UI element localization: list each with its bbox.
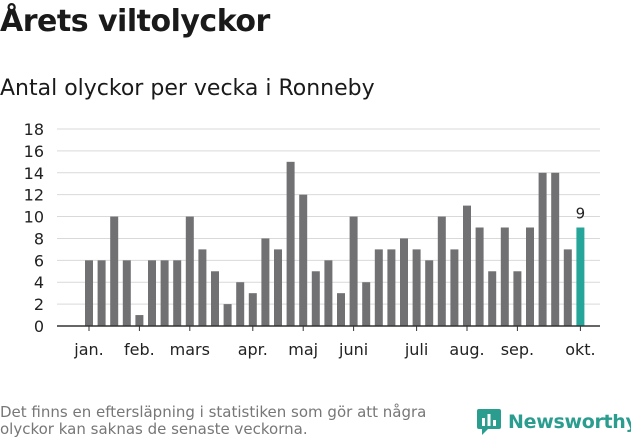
x-tick-label-maj: maj: [288, 340, 318, 359]
chart-subtitle: Antal olyckor per vecka i Ronneby: [0, 76, 375, 101]
bar-week-6: [148, 260, 156, 326]
bar-week-28: [425, 260, 434, 326]
x-tick-label-aug: aug.: [449, 340, 484, 359]
y-tick-label-12: 12: [24, 186, 44, 205]
newsworthy-chart-icon: [477, 409, 501, 435]
bar-week-15: [261, 238, 270, 326]
bar-week-25: [387, 249, 396, 326]
chart-title: Årets viltolyckor: [0, 4, 270, 39]
bar-week-13: [236, 282, 245, 326]
bar-week-34: [500, 227, 509, 326]
x-tick-label-okt: okt.: [565, 340, 595, 359]
bar-week-9: [185, 216, 194, 326]
y-tick-label-4: 4: [34, 273, 44, 292]
bar-week-23: [362, 282, 371, 326]
footnote: Det finns en eftersläpning i statistiken…: [0, 403, 427, 438]
bar-week-38: [551, 172, 560, 326]
bar-week-31: [463, 205, 471, 326]
y-tick-label-2: 2: [34, 295, 44, 314]
bar-week-39: [563, 249, 572, 326]
bar-week-14: [248, 293, 257, 326]
bar-week-8: [173, 260, 182, 326]
bar-week-24: [374, 249, 383, 326]
bar-week-21: [337, 293, 345, 326]
y-tick-label-6: 6: [34, 251, 44, 270]
x-axis-ticks: jan. feb. mars apr. maj juni juli aug. sep. okt.: [73, 326, 596, 359]
y-tick-label-0: 0: [34, 317, 44, 336]
bar-week-27: [412, 249, 421, 326]
bar-week-12: [223, 304, 232, 326]
bar-week-33: [488, 271, 497, 326]
bar-week-26: [400, 238, 408, 326]
bar-week-32: [475, 227, 484, 326]
y-tick-label-8: 8: [34, 229, 44, 248]
bar-week-7: [160, 260, 169, 326]
brand-name: Newsworthy: [508, 411, 631, 433]
bar-week-17: [286, 161, 295, 326]
y-tick-label-14: 14: [24, 164, 44, 183]
x-tick-label-sep: sep.: [501, 340, 534, 359]
y-tick-label-16: 16: [24, 142, 44, 161]
bar-week-35: [513, 271, 522, 326]
bar-week-5: [135, 315, 144, 326]
y-tick-label-18: 18: [24, 120, 44, 139]
y-axis-ticks: 0 2 4 6 8 10 12 14 16 18: [24, 120, 44, 336]
newsworthy-logo: Newsworthy: [476, 407, 631, 437]
bar-week-11: [211, 271, 219, 326]
highlight-value-label: 9: [576, 205, 586, 223]
x-tick-label-mars: mars: [170, 340, 210, 359]
bars: [85, 161, 585, 326]
y-tick-label-10: 10: [24, 208, 44, 227]
bar-week-1: [85, 260, 93, 326]
bar-week-3: [110, 216, 119, 326]
x-tick-label-feb: feb.: [124, 340, 155, 359]
data-labels: 9: [576, 205, 586, 223]
bar-week-10: [198, 249, 207, 326]
bar-week-16: [274, 249, 282, 326]
x-tick-label-juli: juli: [404, 340, 428, 359]
bar-week-20: [324, 260, 333, 326]
grid-lines: [57, 128, 600, 305]
bar-week-18: [299, 194, 308, 326]
bar-week-4: [122, 260, 131, 326]
x-tick-label-juni: juni: [338, 340, 368, 359]
bar-week-40: [576, 227, 585, 326]
bar-week-19: [311, 271, 320, 326]
bar-week-22: [349, 216, 358, 326]
x-tick-label-apr: apr.: [238, 340, 268, 359]
bar-week-37: [538, 172, 547, 326]
bar-week-2: [97, 260, 106, 326]
x-tick-label-jan: jan.: [73, 340, 103, 359]
bar-week-36: [526, 227, 534, 326]
bar-week-30: [450, 249, 459, 326]
bar-week-29: [437, 216, 446, 326]
